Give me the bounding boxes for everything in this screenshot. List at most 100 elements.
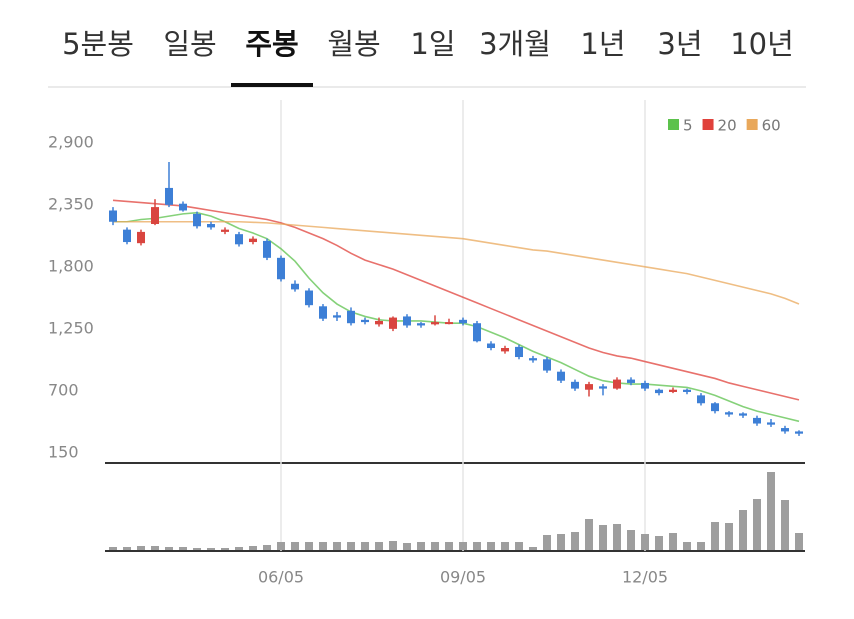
candle-body (165, 187, 173, 205)
volume-bar (179, 547, 187, 550)
volume-bar (515, 542, 523, 550)
volume-bar (291, 542, 299, 550)
candle-body (599, 386, 607, 389)
volume-bar (627, 530, 635, 550)
volume-bar (459, 542, 467, 550)
tab[interactable]: 3개월 (479, 27, 551, 61)
volume-bar (529, 547, 537, 550)
candle-body (333, 315, 341, 318)
legend-label: 60 (762, 117, 781, 135)
tab[interactable]: 주봉 (245, 27, 298, 61)
legend-label: 20 (718, 117, 737, 135)
moving-average-line (112, 199, 800, 401)
legend-swatch (746, 119, 758, 130)
candle-body (445, 322, 453, 325)
candle-body (319, 306, 327, 319)
volume-bar (641, 534, 649, 550)
y-tick-label: 2,900 (48, 132, 94, 151)
volume-bar (599, 525, 607, 550)
tab[interactable]: 월봉 (327, 27, 380, 61)
candle-body (585, 384, 593, 390)
candle-body (711, 403, 719, 412)
volume-bar (109, 547, 117, 550)
candle-body (683, 389, 691, 392)
candle-body (361, 319, 369, 323)
candle-body (193, 213, 201, 227)
volume-bar (249, 546, 257, 550)
candle-body (767, 422, 775, 425)
candle-body (221, 229, 229, 232)
candle-body (641, 382, 649, 389)
candle-body (725, 412, 733, 415)
volume-bar (753, 499, 761, 550)
moving-average-line (113, 220, 800, 305)
candle-body (179, 203, 187, 211)
tab[interactable]: 3년 (657, 27, 702, 61)
volume-bar (571, 532, 579, 550)
volume-bar (319, 542, 327, 550)
volume-bar (725, 523, 733, 550)
candle-body (795, 431, 803, 434)
x-tick-label: 12/05 (622, 568, 668, 587)
candle-body (753, 417, 761, 424)
volume-bar (473, 542, 481, 550)
candle-body (781, 428, 789, 432)
candle-body (403, 316, 411, 326)
tab[interactable]: 1년 (580, 27, 625, 61)
volume-bar (263, 545, 271, 550)
candle-body (249, 238, 257, 243)
legend-swatch (702, 119, 714, 130)
volume-bar (767, 472, 775, 550)
volume-bar (137, 546, 145, 550)
tab[interactable]: 5분봉 (62, 27, 134, 61)
volume-bar (683, 542, 691, 550)
volume-bar (277, 542, 285, 550)
volume-bar (305, 542, 313, 550)
candle-body (375, 320, 383, 325)
candle-body (137, 231, 145, 244)
volume-bar (123, 547, 131, 550)
volume-bar (739, 510, 747, 550)
candle-body (347, 310, 355, 324)
candle-body (697, 395, 705, 404)
volume-bar (487, 542, 495, 550)
candle-body (235, 234, 243, 245)
candle-body (487, 343, 495, 349)
volume-bar (501, 542, 509, 550)
candle-body (123, 229, 131, 243)
candle-body (613, 379, 621, 389)
candle-body (571, 381, 579, 389)
candle-body (501, 348, 509, 352)
volume-bar (697, 542, 705, 550)
volume-bar (655, 536, 663, 550)
volume-bar (585, 519, 593, 550)
volume-bar (361, 542, 369, 550)
volume-bar (207, 548, 215, 550)
candle-body (557, 371, 565, 381)
candle-body (291, 283, 299, 290)
y-tick-label: 700 (48, 380, 79, 399)
tab[interactable]: 1일 (410, 27, 455, 61)
volume-bar (347, 542, 355, 550)
candle-body (739, 413, 747, 416)
y-tick-label: 1,800 (48, 256, 94, 275)
volume-bar (613, 524, 621, 550)
volume-bar (165, 547, 173, 550)
candle-body (627, 379, 635, 383)
candle-body (389, 317, 397, 329)
candle-body (473, 323, 481, 342)
volume-bar (221, 548, 229, 550)
volume-bar (403, 543, 411, 550)
candle-body (655, 389, 663, 394)
volume-bar (389, 541, 397, 550)
legend-label: 5 (683, 117, 693, 135)
volume-bar (669, 533, 677, 550)
volume-bar (431, 542, 439, 550)
selected-tab-underline (231, 83, 313, 87)
y-tick-label: 150 (48, 442, 79, 461)
tab[interactable]: 일봉 (163, 27, 216, 61)
tab[interactable]: 10년 (730, 27, 794, 61)
volume-bar (151, 546, 159, 550)
candle-body (417, 323, 425, 326)
